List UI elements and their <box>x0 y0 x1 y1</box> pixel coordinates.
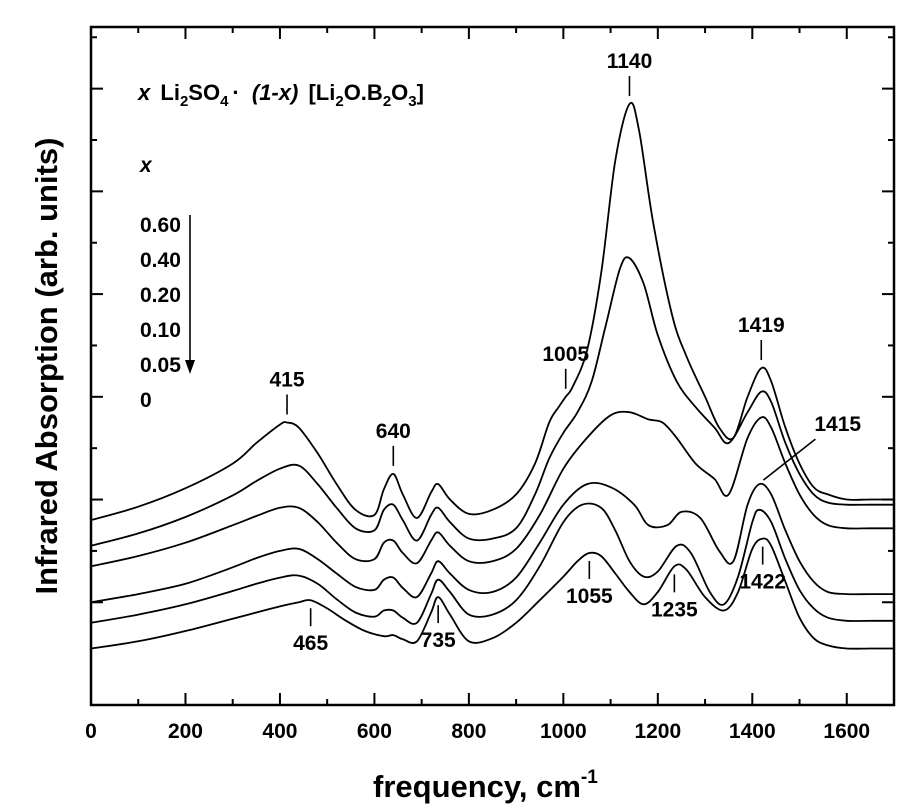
plot-frame <box>89 25 896 707</box>
legend: 0.60 0.40 0.20 0.10 0.05 0 <box>140 214 181 412</box>
x-tick-label: 1400 <box>729 720 776 743</box>
legend-entry: 0.20 <box>140 284 181 307</box>
peak-label: 1005 <box>542 343 589 366</box>
spectrum-x-0_20 <box>90 410 894 568</box>
spectrum-x-0_05 <box>90 502 894 625</box>
peak-label: 1422 <box>739 571 786 594</box>
peak-label: 1235 <box>651 598 698 621</box>
x-tick-label: 200 <box>168 720 203 743</box>
legend-arrow-head <box>185 360 195 374</box>
spectra-series <box>90 101 894 650</box>
spectrum-x-0_60 <box>90 101 894 521</box>
x-tick-label: 1200 <box>634 720 681 743</box>
legend-entry: 0.60 <box>140 214 181 237</box>
x-tick-label: 600 <box>357 720 392 743</box>
x-tick-label: 0 <box>85 720 97 743</box>
x-tick-label: 400 <box>262 720 297 743</box>
peak-label: 1140 <box>607 50 653 73</box>
y-axis-title: Infrared Absorption (arb. units) <box>29 138 64 595</box>
x-tick-label: 1000 <box>540 720 587 743</box>
peak-label: 1415 <box>814 413 861 436</box>
axis-ticks: 0 200 400 600 800 1000 1200 1400 1600 <box>85 27 894 743</box>
peak-label: 465 <box>293 632 328 655</box>
x-tick-label: 800 <box>451 720 486 743</box>
peak-pointer <box>762 438 816 481</box>
peak-label: 735 <box>421 629 456 652</box>
peak-annotations: 415 640 1005 1140 1419 465 735 1055 1235 1422 1415 <box>270 50 862 655</box>
x-tick-label: 1600 <box>823 720 870 743</box>
peak-label: 1419 <box>738 314 785 337</box>
spectrum-x-0 <box>90 537 894 650</box>
spectrum-x-0_10 <box>90 481 894 604</box>
peak-label: 415 <box>270 369 305 392</box>
formula-label: x Li2SO4 · (1-x) [Li2O.B2O3] <box>137 80 424 110</box>
legend-title: x <box>139 154 153 177</box>
peak-label: 640 <box>376 420 411 443</box>
plot-area <box>89 25 896 707</box>
x-axis-title: frequency, cm-1 <box>373 767 598 804</box>
spectrum-x-0_40 <box>90 256 894 547</box>
legend-entry: 0.10 <box>140 319 181 342</box>
legend-entry: 0.05 <box>140 354 181 377</box>
peak-label: 1055 <box>566 585 613 608</box>
legend-entry: 0 <box>140 389 152 412</box>
legend-entry: 0.40 <box>140 249 181 272</box>
